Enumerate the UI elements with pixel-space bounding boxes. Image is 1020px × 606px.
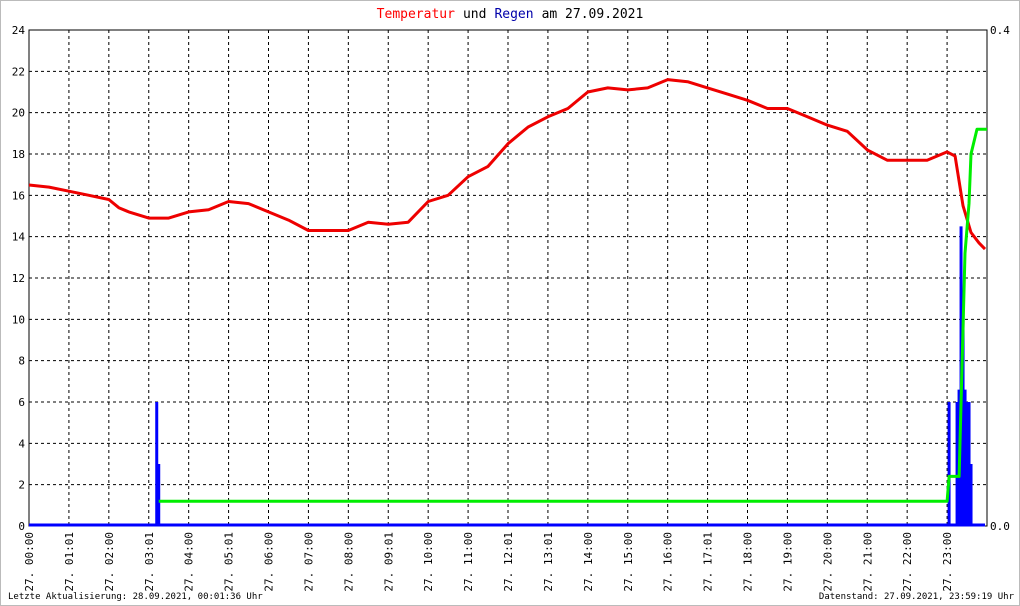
x-tick-label: 27. 16:00 [662, 532, 675, 592]
x-tick-label: 27. 04:00 [183, 532, 196, 592]
x-tick-label: 27. 05:01 [223, 532, 236, 592]
x-tick-label: 27. 10:00 [422, 532, 435, 592]
x-tick-label: 27. 06:00 [263, 532, 276, 592]
y-tick-label: 18 [12, 148, 25, 161]
y-tick-label: 24 [12, 24, 26, 37]
y2-tick-label: 0.0 [990, 520, 1010, 533]
x-tick-label: 27. 09:01 [382, 532, 395, 592]
y-tick-label: 6 [18, 396, 25, 409]
x-tick-label: 27. 23:00 [941, 532, 954, 592]
x-tick-label: 27. 17:01 [702, 532, 715, 592]
title-part: Regen [494, 7, 533, 22]
y-tick-label: 16 [12, 189, 25, 202]
x-tick-label: 27. 07:00 [302, 532, 315, 592]
x-tick-label: 27. 22:00 [901, 532, 914, 592]
footer-right: Datenstand: 27.09.2021, 23:59:19 Uhr [819, 592, 1015, 602]
title-part: Temperatur [377, 7, 455, 22]
x-tick-label: 27. 19:00 [781, 532, 794, 592]
y-tick-label: 14 [12, 231, 26, 244]
y-tick-label: 10 [12, 313, 25, 326]
x-tick-label: 27. 01:01 [63, 532, 76, 592]
series-line [158, 127, 987, 503]
chart-title: Temperatur und Regen am 27.09.2021 [377, 7, 644, 22]
title-part: und [463, 7, 486, 22]
y-tick-label: 0 [18, 520, 25, 533]
y-tick-label: 4 [18, 437, 25, 450]
footer-left: Letzte Aktualisierung: 28.09.2021, 00:01… [8, 592, 263, 602]
y-tick-label: 8 [18, 355, 25, 368]
x-tick-label: 27. 03:01 [143, 532, 156, 592]
y-tick-label: 22 [12, 65, 25, 78]
x-tick-label: 27. 21:00 [861, 532, 874, 592]
x-tick-label: 27. 15:00 [622, 532, 635, 592]
x-tick-label: 27. 11:00 [462, 532, 475, 592]
y-tick-label: 2 [18, 479, 25, 492]
x-tick-label: 27. 08:00 [342, 532, 355, 592]
x-tick-label: 27. 14:00 [582, 532, 595, 592]
x-tick-label: 27. 02:00 [103, 532, 116, 592]
y2-tick-label: 0.4 [990, 24, 1010, 37]
series-line [28, 78, 987, 251]
title-part: am 27.09.2021 [542, 7, 644, 22]
x-tick-label: 27. 00:00 [23, 532, 36, 592]
x-tick-label: 27. 12:01 [502, 532, 515, 592]
y-tick-label: 20 [12, 107, 25, 120]
x-tick-label: 27. 18:00 [742, 532, 755, 592]
y-tick-label: 12 [12, 272, 25, 285]
x-tick-label: 27. 13:01 [542, 532, 555, 592]
x-tick-label: 27. 20:00 [821, 532, 834, 592]
